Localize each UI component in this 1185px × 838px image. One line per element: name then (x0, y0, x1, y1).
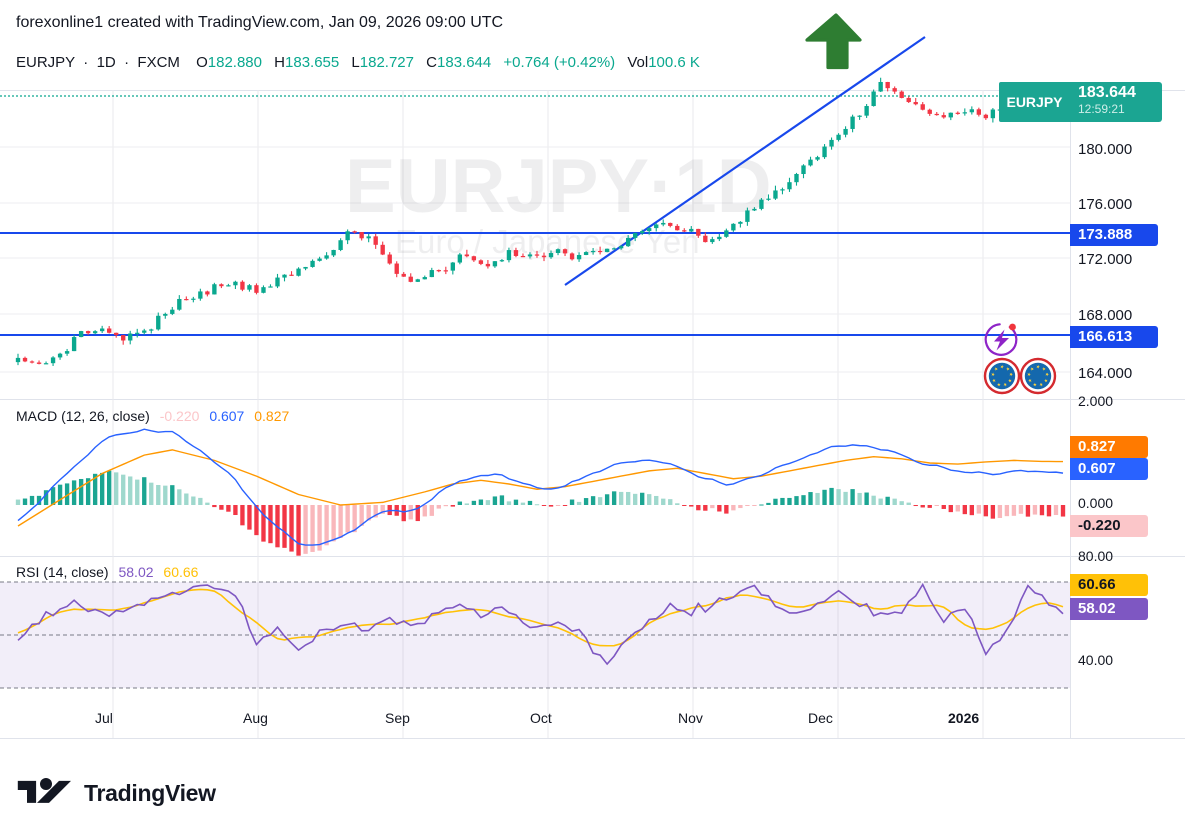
svg-text:Euro / Japanese Yen: Euro / Japanese Yen (395, 223, 700, 260)
svg-text:TradingView: TradingView (84, 780, 216, 806)
